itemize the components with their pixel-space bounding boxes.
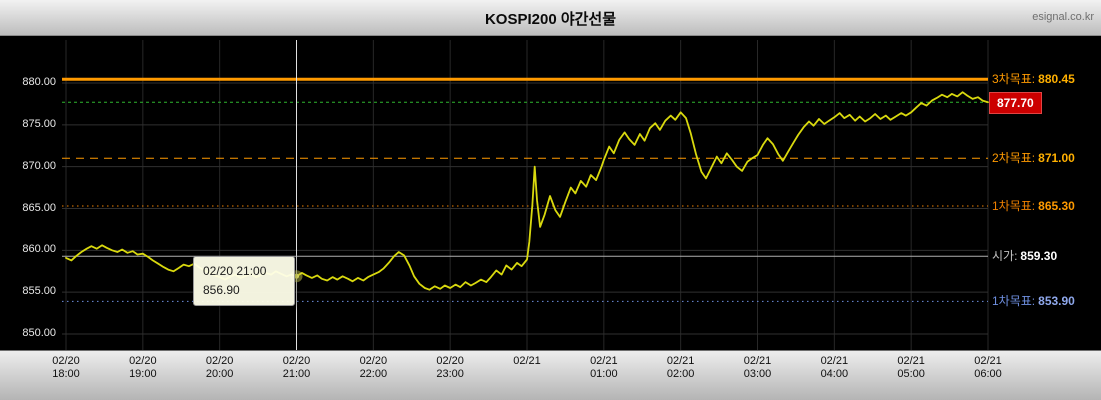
refline-label-value: 853.90 <box>1038 294 1075 309</box>
y-axis-tick-label: 850.00 <box>22 327 56 339</box>
refline-label-value: 859.30 <box>1020 249 1058 264</box>
x-axis-tick-label: 02/21 02:00 <box>666 355 695 380</box>
tooltip-time: 02/20 21:00 <box>203 264 267 278</box>
refline-label-target-2: 2차목표: 871.00 <box>992 150 1075 166</box>
crosshair-tooltip: 02/20 21:00 856.90 <box>193 256 295 306</box>
x-axis-tick-label: 02/21 05:00 <box>897 355 925 380</box>
last-price-badge-text: 877.70 <box>997 96 1034 111</box>
refline-label-text: 1차목표: <box>992 198 1036 213</box>
chart-header: KOSPI200 야간선물 esignal.co.kr <box>0 0 1101 36</box>
y-axis-tick-label: 865.00 <box>22 201 56 214</box>
refline-label-value: 865.30 <box>1038 198 1075 213</box>
chart-plot-area[interactable] <box>0 35 1101 350</box>
x-axis-tick-label: 02/20 19:00 <box>129 355 157 380</box>
x-axis-tick-label: 02/20 21:00 <box>282 355 311 380</box>
refline-label-value: 880.45 <box>1038 72 1075 87</box>
tooltip-price: 856.90 <box>203 283 240 297</box>
x-axis-tick-label: 02/21 03:00 <box>743 355 772 380</box>
refline-label-target-1-down: 1차목표: 853.90 <box>992 293 1075 309</box>
x-axis-tick-label: 02/21 01:00 <box>590 355 618 380</box>
y-axis-tick-label: 855.00 <box>22 285 56 298</box>
refline-label-text: 1차목표: <box>992 294 1036 309</box>
y-axis-tick-label: 880.00 <box>22 76 56 88</box>
x-axis-tick-label: 02/21 04:00 <box>820 355 849 380</box>
chart-title: KOSPI200 야간선물 <box>484 11 617 28</box>
refline-label-target-1-up: 1차목표: 865.30 <box>992 198 1075 214</box>
watermark-esignal: esignal.co.kr <box>1032 11 1094 23</box>
y-axis-tick-label: 870.00 <box>22 159 56 172</box>
x-axis-tick-label: 02/20 20:00 <box>205 355 234 380</box>
x-axis-tick-label: 02/20 22:00 <box>359 355 388 380</box>
refline-label-text: 3차목표: <box>992 72 1036 87</box>
refline-label-target-3: 3차목표: 880.45 <box>992 71 1075 87</box>
x-axis-tick-label: 02/21 <box>513 355 541 367</box>
x-axis-tick-label: 02/20 23:00 <box>436 355 464 380</box>
refline-label-value: 871.00 <box>1038 151 1075 166</box>
crosshair-marker <box>293 273 299 279</box>
refline-label-text: 시가: <box>992 249 1018 264</box>
x-axis-tick-label: 02/20 18:00 <box>52 355 80 380</box>
refline-label-text: 2차목표: <box>992 151 1036 166</box>
x-axis-tick-label: 02/21 06:00 <box>974 355 1002 380</box>
x-axis: 02/20 18:00 02/20 19:00 02/20 20:00 02/20 21:00… <box>0 350 1101 400</box>
y-axis-tick-label: 875.00 <box>22 117 56 130</box>
last-price-badge: 877.70 <box>989 92 1042 115</box>
refline-label-open-price: 시가: 859.30 <box>992 248 1057 264</box>
y-axis-tick-label: 860.00 <box>22 243 56 256</box>
